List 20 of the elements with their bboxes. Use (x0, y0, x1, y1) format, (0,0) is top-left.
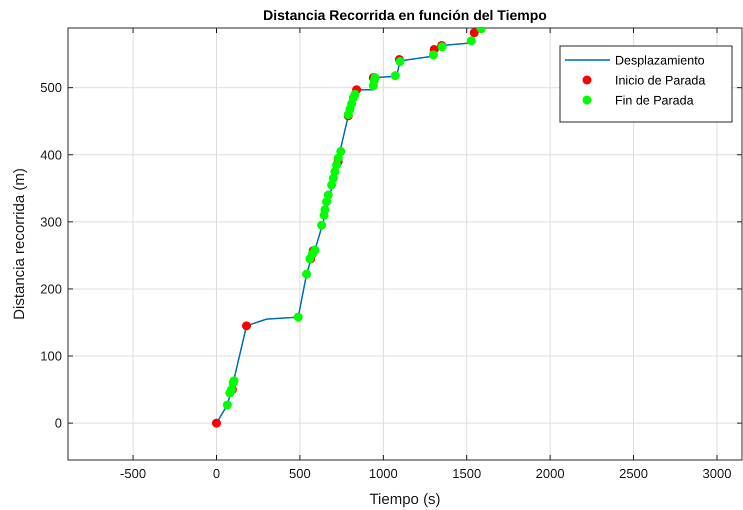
legend-label: Fin de Parada (615, 94, 694, 108)
y-tick-label: 300 (40, 214, 62, 230)
x-tick-label: 1500 (452, 466, 482, 481)
x-tick-label: 2500 (619, 466, 648, 481)
legend-label: Inicio de Parada (615, 74, 706, 88)
x-tick-label: 2000 (536, 466, 565, 481)
x-tick-label: -500 (120, 466, 146, 481)
y-tick-label: 200 (40, 281, 62, 296)
y-axis-title: Distancia recorrida (m) (11, 168, 28, 320)
x-tick-label: 1000 (368, 466, 398, 481)
chart-title: Distancia Recorrida en función del Tiempo (263, 7, 547, 23)
x-tick-label: 3000 (702, 466, 732, 481)
x-axis-title: Tiempo (s) (369, 491, 441, 508)
y-tick-label: 500 (40, 80, 62, 96)
y-tick-label: 0 (54, 416, 62, 431)
x-tick-label: 500 (289, 466, 311, 481)
y-tick-label: 100 (40, 348, 62, 364)
x-tick-label: 0 (212, 466, 220, 481)
y-tick-label: 400 (40, 147, 62, 162)
legend-label: Desplazamiento (615, 54, 705, 68)
